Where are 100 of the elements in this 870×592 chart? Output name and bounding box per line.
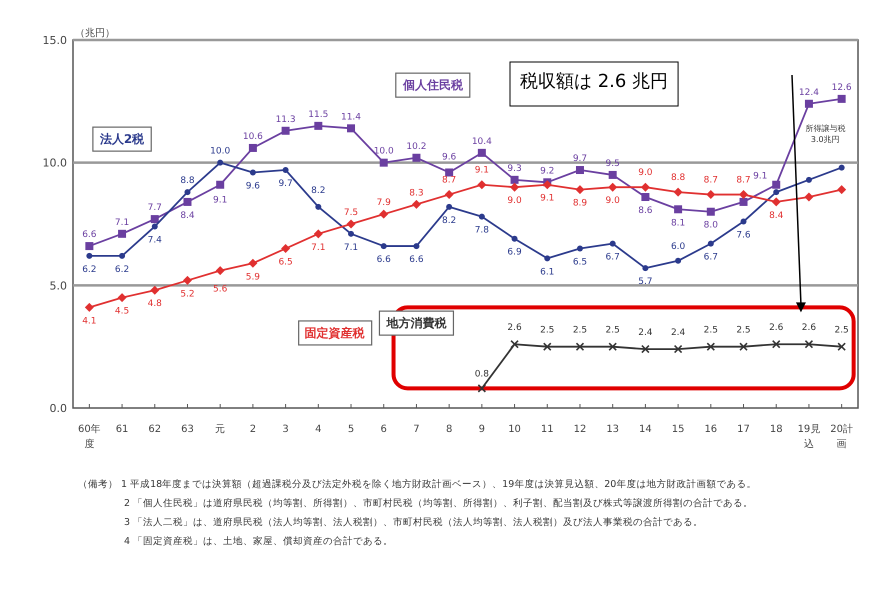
x-tick-label: 20計画 [830,423,854,450]
data-label: 7.4 [148,235,162,246]
data-label: 9.7 [572,154,588,164]
data-label: 5.6 [213,284,228,295]
data-label: 6.1 [540,267,554,278]
data-label: 8.7 [704,176,718,186]
data-label: 8.2 [442,216,456,226]
point [150,286,160,295]
data-label: 9.1 [753,172,768,182]
point [772,197,781,206]
point [739,190,748,200]
data-label: 11.4 [340,112,362,122]
data-label: 10.4 [472,136,492,147]
point [804,192,814,202]
point [444,190,454,200]
data-label: 9.6 [442,152,457,162]
point [837,342,846,351]
data-label: 9.3 [507,164,522,174]
x-tick-label: 7 [413,424,420,435]
x-tick-label: 5 [348,424,354,435]
point [477,180,486,190]
data-label: 6.7 [606,252,620,263]
data-label: 5.2 [180,289,195,300]
point [542,180,552,190]
data-label: 8.7 [442,176,456,186]
text: 個人住民税 [402,78,464,92]
point [413,243,420,250]
point [118,293,127,302]
point [576,342,584,351]
x-tick-label: 16 [704,424,718,435]
point [640,182,650,192]
data-label: 2.6 [802,323,816,334]
point [608,170,617,179]
x-tick-label: 3 [282,424,289,435]
point [772,180,780,189]
point [642,265,648,272]
data-label: 4.5 [114,306,130,317]
point [740,198,748,206]
data-label: 0.8 [474,369,490,380]
data-label: 9.0 [507,196,522,206]
data-label: 9.0 [606,196,620,206]
point [838,94,846,103]
data-label: 8.6 [638,206,653,216]
point [708,240,714,247]
data-label: 7.9 [376,198,392,208]
point [674,188,683,197]
point [740,218,747,225]
point [608,182,618,192]
x-tick-label: 10 [508,424,521,435]
data-label: 7.6 [736,230,751,241]
x-tick-label: 14 [639,424,652,435]
point [346,220,356,228]
point [216,180,224,189]
x-tick-label: 63 [181,424,194,435]
data-label: 9.2 [540,166,554,176]
x-tick-label: 12 [574,424,586,435]
data-label: 6.9 [507,248,522,258]
point [281,244,290,254]
point [478,384,486,393]
point [838,164,845,171]
x-tick-label: 9 [478,424,486,435]
point [641,193,650,202]
point [706,342,716,351]
data-label: 9.5 [606,158,620,169]
point [478,148,486,157]
data-label: 10.6 [242,132,264,142]
annotation: 税収額は 2.6 兆円 [520,71,668,92]
data-label: 2.5 [736,326,751,336]
text: 4 「固定資産税」は、土地、家屋、償却資産の合計である。 [124,535,394,547]
data-label: 5.9 [246,272,260,282]
x-tick-label: 61 [116,424,128,435]
data-label: 2.6 [769,323,784,334]
point [804,100,813,108]
data-label: 6.7 [704,252,718,263]
data-label: 7.7 [148,203,162,214]
x-tick-label: 4 [315,424,322,435]
data-label: 4.1 [82,316,97,326]
y-axis-title: （兆円） [75,27,115,39]
point [184,189,190,196]
data-label: 6.5 [278,258,293,268]
x-tick-label: 11 [540,424,554,435]
point [804,340,814,349]
point [837,185,846,194]
point [248,258,258,268]
point [119,252,126,259]
point [674,205,682,214]
text: 地方消費税 [385,316,448,330]
point [446,204,452,210]
data-label: 8.2 [311,186,326,196]
x-tick-label: 17 [737,424,750,435]
point [706,190,716,200]
point [674,344,682,354]
point [314,122,322,130]
point [86,252,92,259]
point [248,144,257,152]
y-tick-label: 10.0 [42,156,67,170]
point [216,266,225,276]
point [739,342,748,351]
point [576,166,584,174]
point [544,255,550,262]
